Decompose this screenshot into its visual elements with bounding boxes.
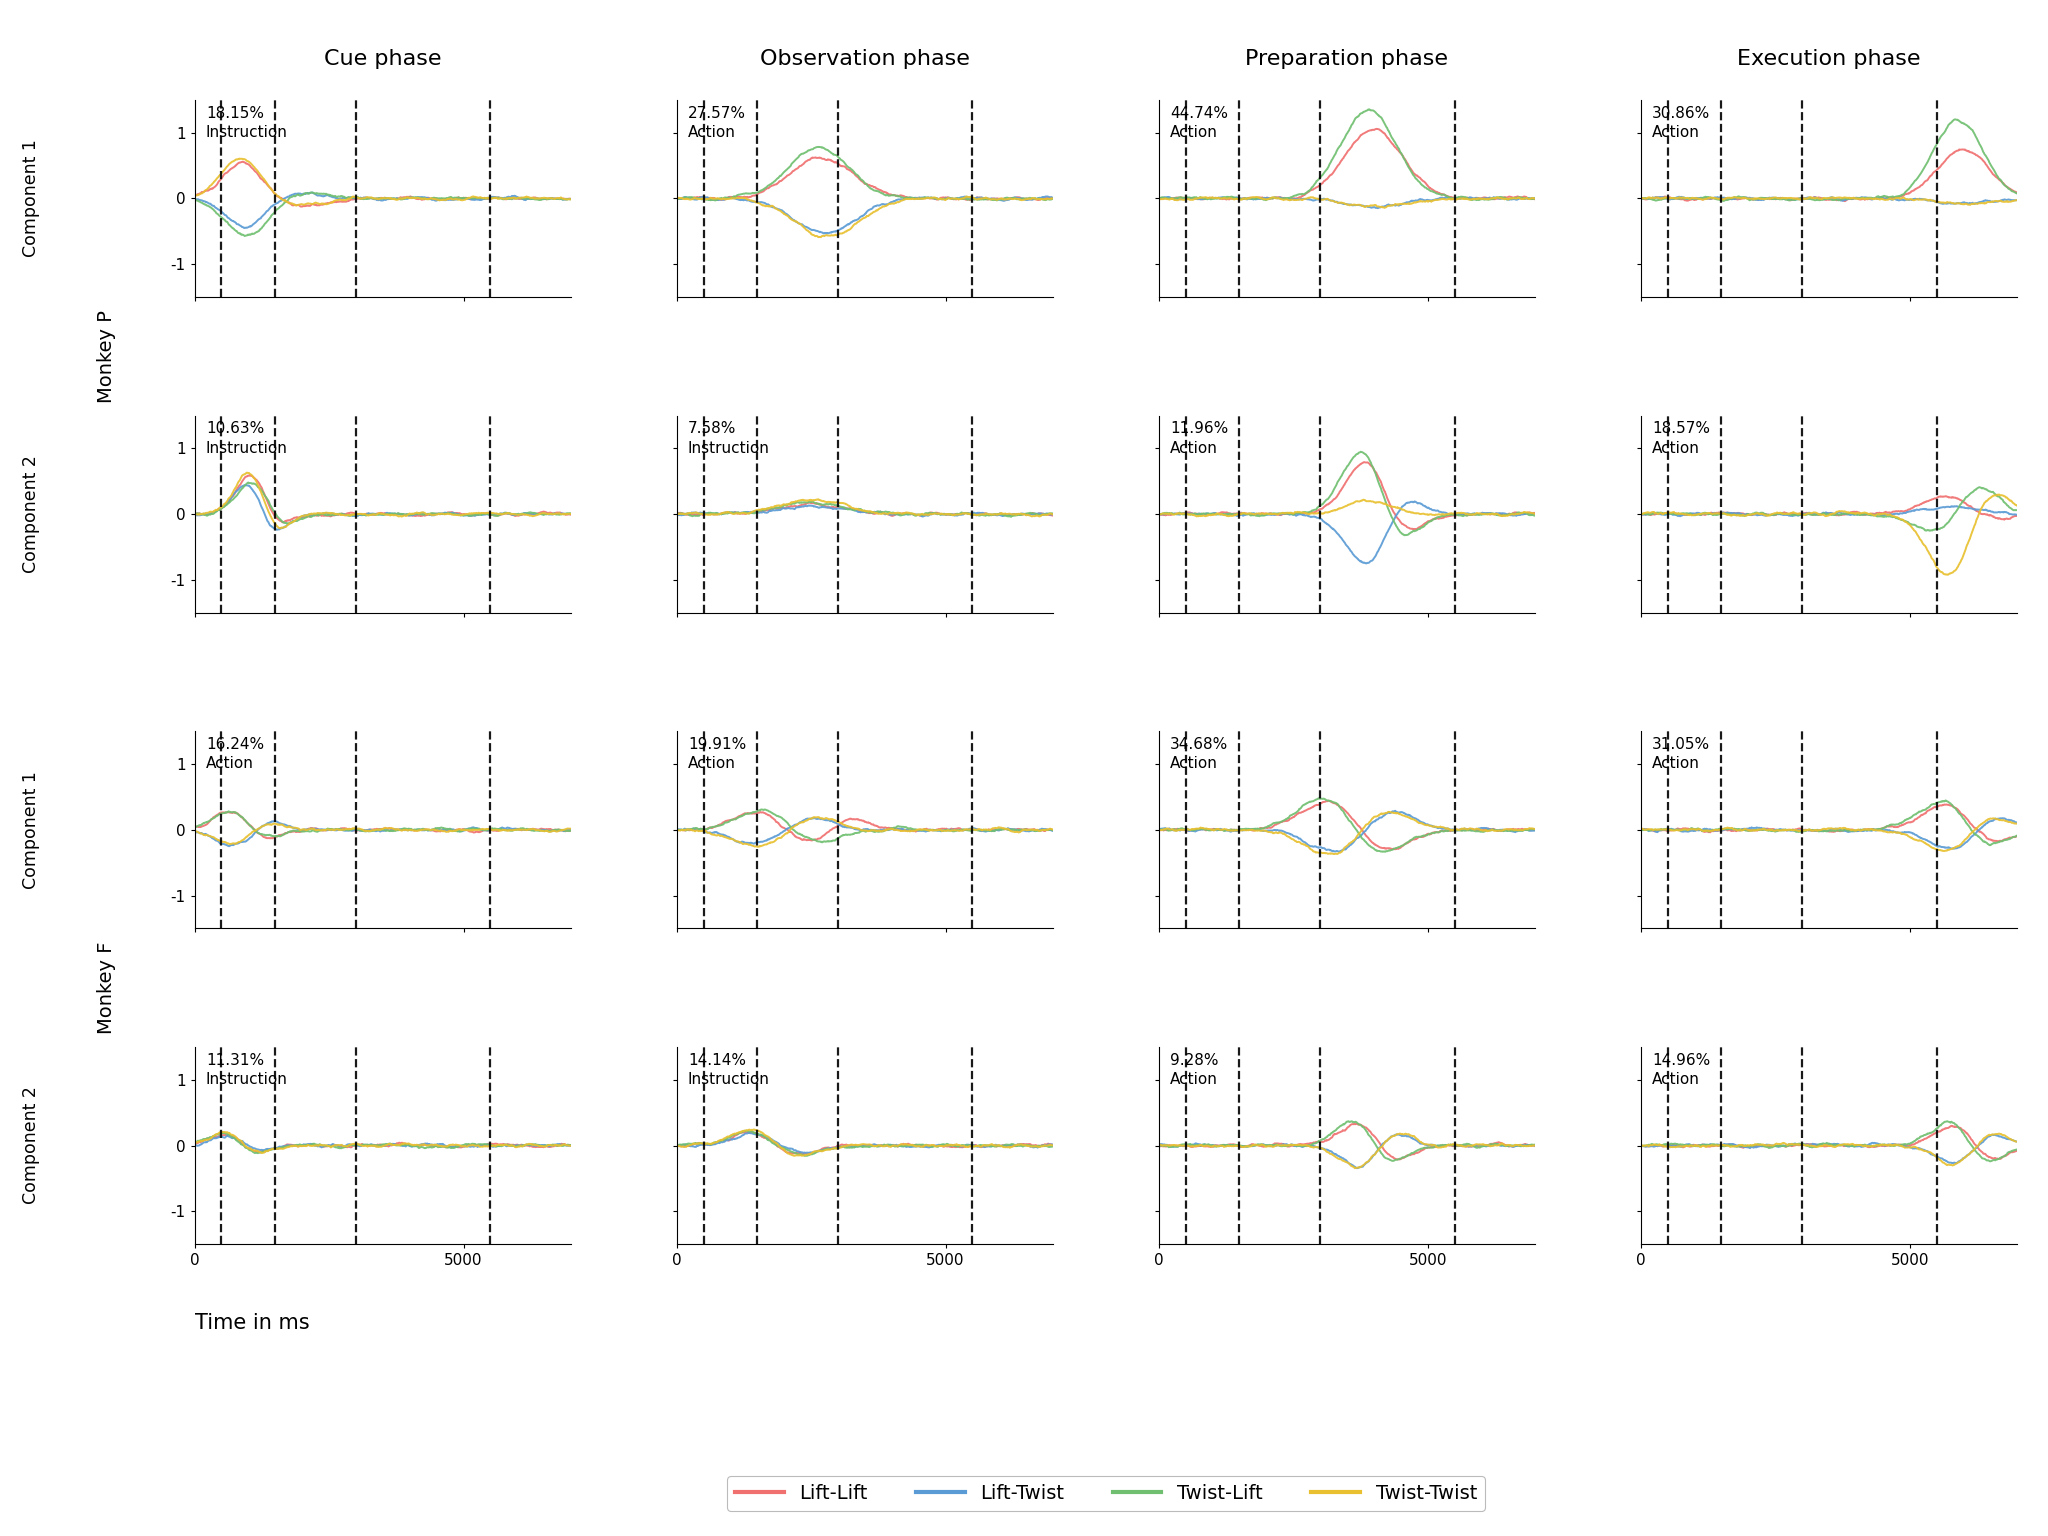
Text: 27.57%
Action: 27.57% Action [688,106,745,140]
Text: 14.96%
Action: 14.96% Action [1653,1052,1710,1087]
Text: Monkey P: Monkey P [96,310,117,402]
Text: Observation phase: Observation phase [760,49,971,69]
Text: 18.57%
Action: 18.57% Action [1653,421,1710,456]
Text: 14.14%
Instruction: 14.14% Instruction [688,1052,770,1087]
Text: 31.05%
Action: 31.05% Action [1653,737,1710,771]
Text: 9.28%
Action: 9.28% Action [1169,1052,1219,1087]
Text: 11.31%
Instruction: 11.31% Instruction [207,1052,287,1087]
Text: Component 2: Component 2 [23,455,39,573]
Text: Component 2: Component 2 [23,1086,39,1204]
Text: Component 1: Component 1 [23,771,39,889]
Legend: Lift-Lift, Lift-Twist, Twist-Lift, Twist-Twist: Lift-Lift, Lift-Twist, Twist-Lift, Twist… [727,1476,1485,1511]
Text: Time in ms: Time in ms [195,1313,309,1333]
Text: 18.15%
Instruction: 18.15% Instruction [207,106,287,140]
Text: Preparation phase: Preparation phase [1245,49,1448,69]
Text: 44.74%
Action: 44.74% Action [1169,106,1229,140]
Text: 19.91%
Action: 19.91% Action [688,737,745,771]
Text: Monkey F: Monkey F [96,942,117,1034]
Text: Cue phase: Cue phase [324,49,442,69]
Text: 10.63%
Instruction: 10.63% Instruction [207,421,287,456]
Text: 16.24%
Action: 16.24% Action [207,737,264,771]
Text: Component 1: Component 1 [23,140,39,258]
Text: 30.86%
Action: 30.86% Action [1653,106,1710,140]
Text: Execution phase: Execution phase [1737,49,1921,69]
Text: 7.58%
Instruction: 7.58% Instruction [688,421,770,456]
Text: 11.96%
Action: 11.96% Action [1169,421,1229,456]
Text: 34.68%
Action: 34.68% Action [1169,737,1229,771]
